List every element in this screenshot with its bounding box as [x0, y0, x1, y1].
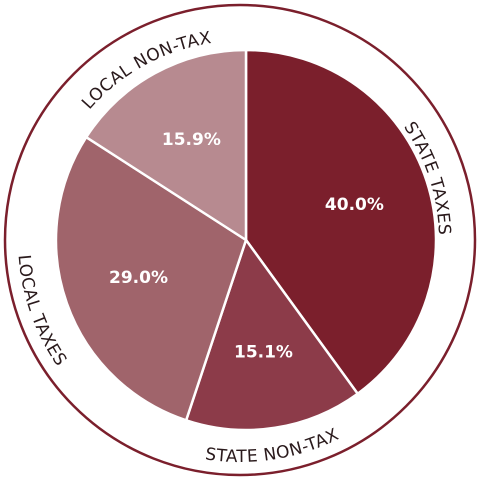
- outer-ring: [3, 3, 477, 477]
- pie: [54, 48, 438, 432]
- value-label: 40.0%: [325, 195, 384, 215]
- pie-slice: [54, 135, 248, 422]
- value-label: 29.0%: [109, 268, 168, 288]
- pie-slice: [184, 237, 360, 432]
- pie-slice: [84, 48, 248, 243]
- value-label: 15.1%: [234, 343, 293, 363]
- pie-slice: [244, 48, 438, 396]
- value-label: 15.9%: [162, 130, 221, 150]
